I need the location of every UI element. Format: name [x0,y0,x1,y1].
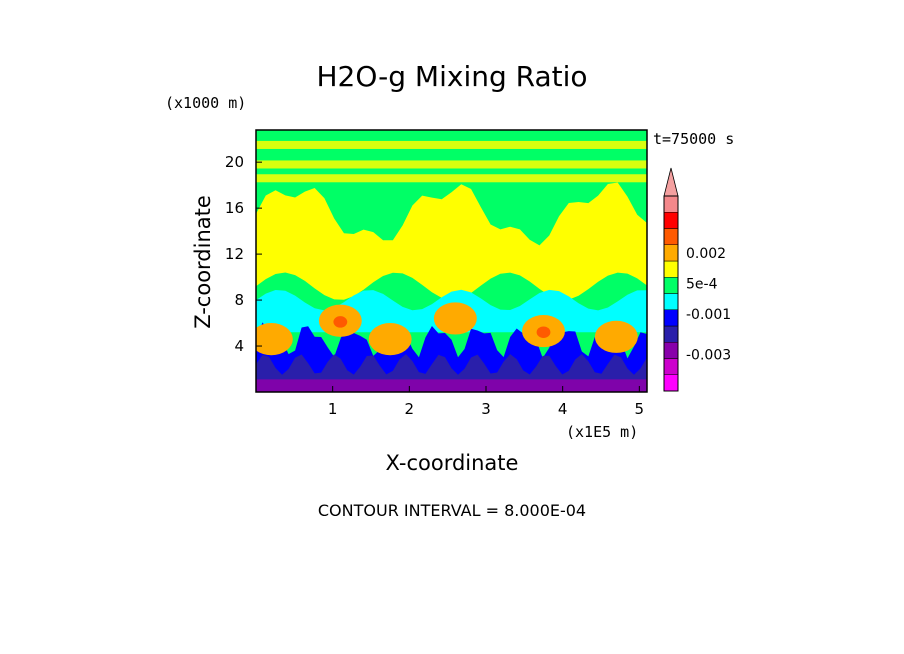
time-label: t=75000 s [653,130,734,148]
plot-frame [255,129,648,393]
y-axis: 4 8 12 16 20 [225,153,262,355]
y-tick-label: 16 [225,199,244,217]
contour-interval-footer: CONTOUR INTERVAL = 8.000E-04 [318,501,586,520]
colorbar-swatch [663,212,679,229]
colorbar-swatch [663,277,679,294]
colorbar-swatch [663,358,679,375]
colorbar-swatch [663,244,679,262]
colorbar: 0.002 5e-4 -0.001 -0.003 [663,167,731,392]
colorbar-swatch [663,293,679,310]
colorbar-swatch [663,325,679,343]
y-unit-label: (x1000 m) [165,94,246,112]
y-tick-label: 8 [234,291,244,309]
x-axis: 1 2 3 4 5 [328,386,644,418]
y-tick-label: 12 [225,245,244,263]
field-red-core [333,316,348,328]
field-orange-plume [594,320,638,353]
chart-title: H2O-g Mixing Ratio [316,60,587,93]
colorbar-frame [663,195,679,392]
colorbar-overflow-arrow [663,167,679,197]
y-tick-label: 4 [234,337,244,355]
colorbar-swatch [663,260,679,278]
x-tick-label: 4 [558,400,568,418]
colorbar-tick-label: 0.002 [686,246,726,262]
colorbar-tick-label: -0.003 [686,347,731,363]
colorbar-swatch [663,195,679,213]
field-yellow-strip [256,140,647,149]
field-orange-plume [433,302,477,335]
field-orange-plume [256,323,293,356]
field-purple-base [256,379,647,392]
field-yellow-strip [256,160,647,169]
x-tick-label: 3 [481,400,491,418]
colorbar-swatch [663,342,679,359]
x-axis-label: X-coordinate [386,451,519,475]
x-tick-label: 1 [328,400,338,418]
x-tick-label: 5 [635,400,645,418]
x-tick-label: 2 [405,400,415,418]
field-orange-plume [368,323,412,356]
colorbar-swatch [663,374,679,392]
colorbar-swatch [663,309,679,327]
field-yellow-strip [256,174,647,183]
colorbar-swatch [663,228,679,245]
colorbar-tick-label: 5e-4 [686,276,718,292]
y-axis-label: Z-coordinate [191,195,215,329]
contour-field [256,130,647,392]
y-tick-label: 20 [225,153,244,171]
colorbar-tick-label: -0.001 [686,307,731,323]
field-yellow-band [256,182,647,301]
x-unit-label: (x1E5 m) [566,423,638,441]
field-red-core [536,326,551,338]
